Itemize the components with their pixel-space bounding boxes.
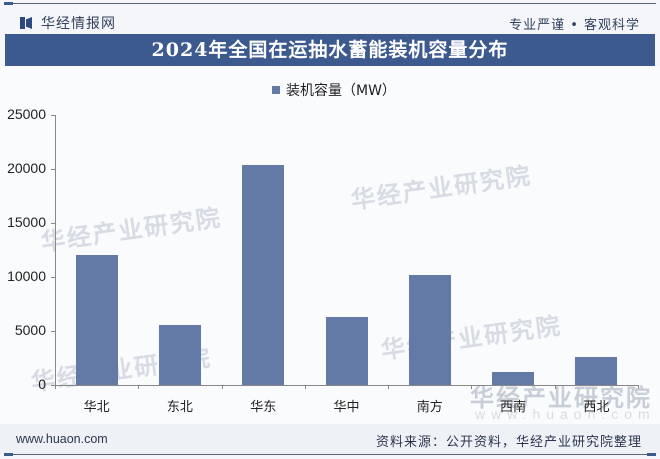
y-tick-label: 25000 — [7, 106, 46, 122]
y-tick — [51, 385, 55, 386]
x-category-label: 东北 — [166, 400, 193, 415]
x-tick — [138, 385, 140, 389]
y-tick — [51, 277, 55, 278]
footer-source: 资料来源：公开资料，华经产业研究院整理 — [375, 435, 642, 450]
x-tick — [471, 385, 473, 389]
bar-西南 — [492, 372, 535, 385]
logo-text: 华经情报网 — [41, 16, 116, 32]
chart-title: 2024年全国在运抽水蓄能装机容量分布 — [5, 34, 655, 66]
y-tick-label: 10000 — [7, 268, 46, 284]
legend-label: 装机容量（MW） — [286, 83, 396, 99]
bar-东北 — [158, 324, 201, 385]
bottom-border-line — [4, 454, 656, 455]
y-tick-label: 15000 — [7, 214, 46, 230]
bar-南方 — [408, 274, 451, 385]
x-category-label: 西北 — [583, 400, 610, 415]
logo-icon — [20, 17, 32, 29]
x-tick — [304, 385, 306, 389]
y-tick — [51, 115, 55, 116]
x-category-label: 南方 — [416, 400, 443, 415]
y-tick — [51, 331, 55, 332]
logo: 华经情报网 — [20, 13, 116, 33]
x-axis — [55, 385, 638, 386]
x-tick — [221, 385, 223, 389]
bottom-border-accent — [647, 453, 656, 456]
header: 华经情报网 专业严谨 • 客观科学 — [0, 6, 660, 34]
footer — [0, 424, 660, 454]
y-tick — [51, 223, 55, 224]
y-axis — [55, 115, 56, 385]
x-category-label: 华中 — [333, 400, 360, 415]
x-tick — [554, 385, 556, 389]
bar-华东 — [242, 164, 285, 385]
y-tick-label: 20000 — [7, 160, 46, 176]
y-tick-label: 0 — [38, 376, 46, 392]
x-tick — [388, 385, 390, 389]
x-category-label: 华北 — [83, 400, 110, 415]
x-category-label: 西南 — [500, 400, 527, 415]
bar-华北 — [75, 255, 118, 385]
footer-url: www.huaon.com — [16, 432, 108, 446]
x-tick — [55, 385, 56, 389]
top-border-accent — [4, 2, 13, 5]
legend-swatch — [272, 86, 280, 94]
x-category-label: 华东 — [250, 400, 277, 415]
bar-华中 — [325, 316, 368, 385]
top-border-line — [4, 3, 656, 4]
bar-西北 — [575, 356, 618, 385]
legend: 装机容量（MW） — [272, 80, 396, 100]
y-tick — [51, 169, 55, 170]
bottom-border-accent — [4, 453, 13, 456]
y-tick-label: 5000 — [14, 322, 46, 338]
slogan: 专业严谨 • 客观科学 — [509, 18, 640, 33]
x-tick — [638, 385, 639, 389]
